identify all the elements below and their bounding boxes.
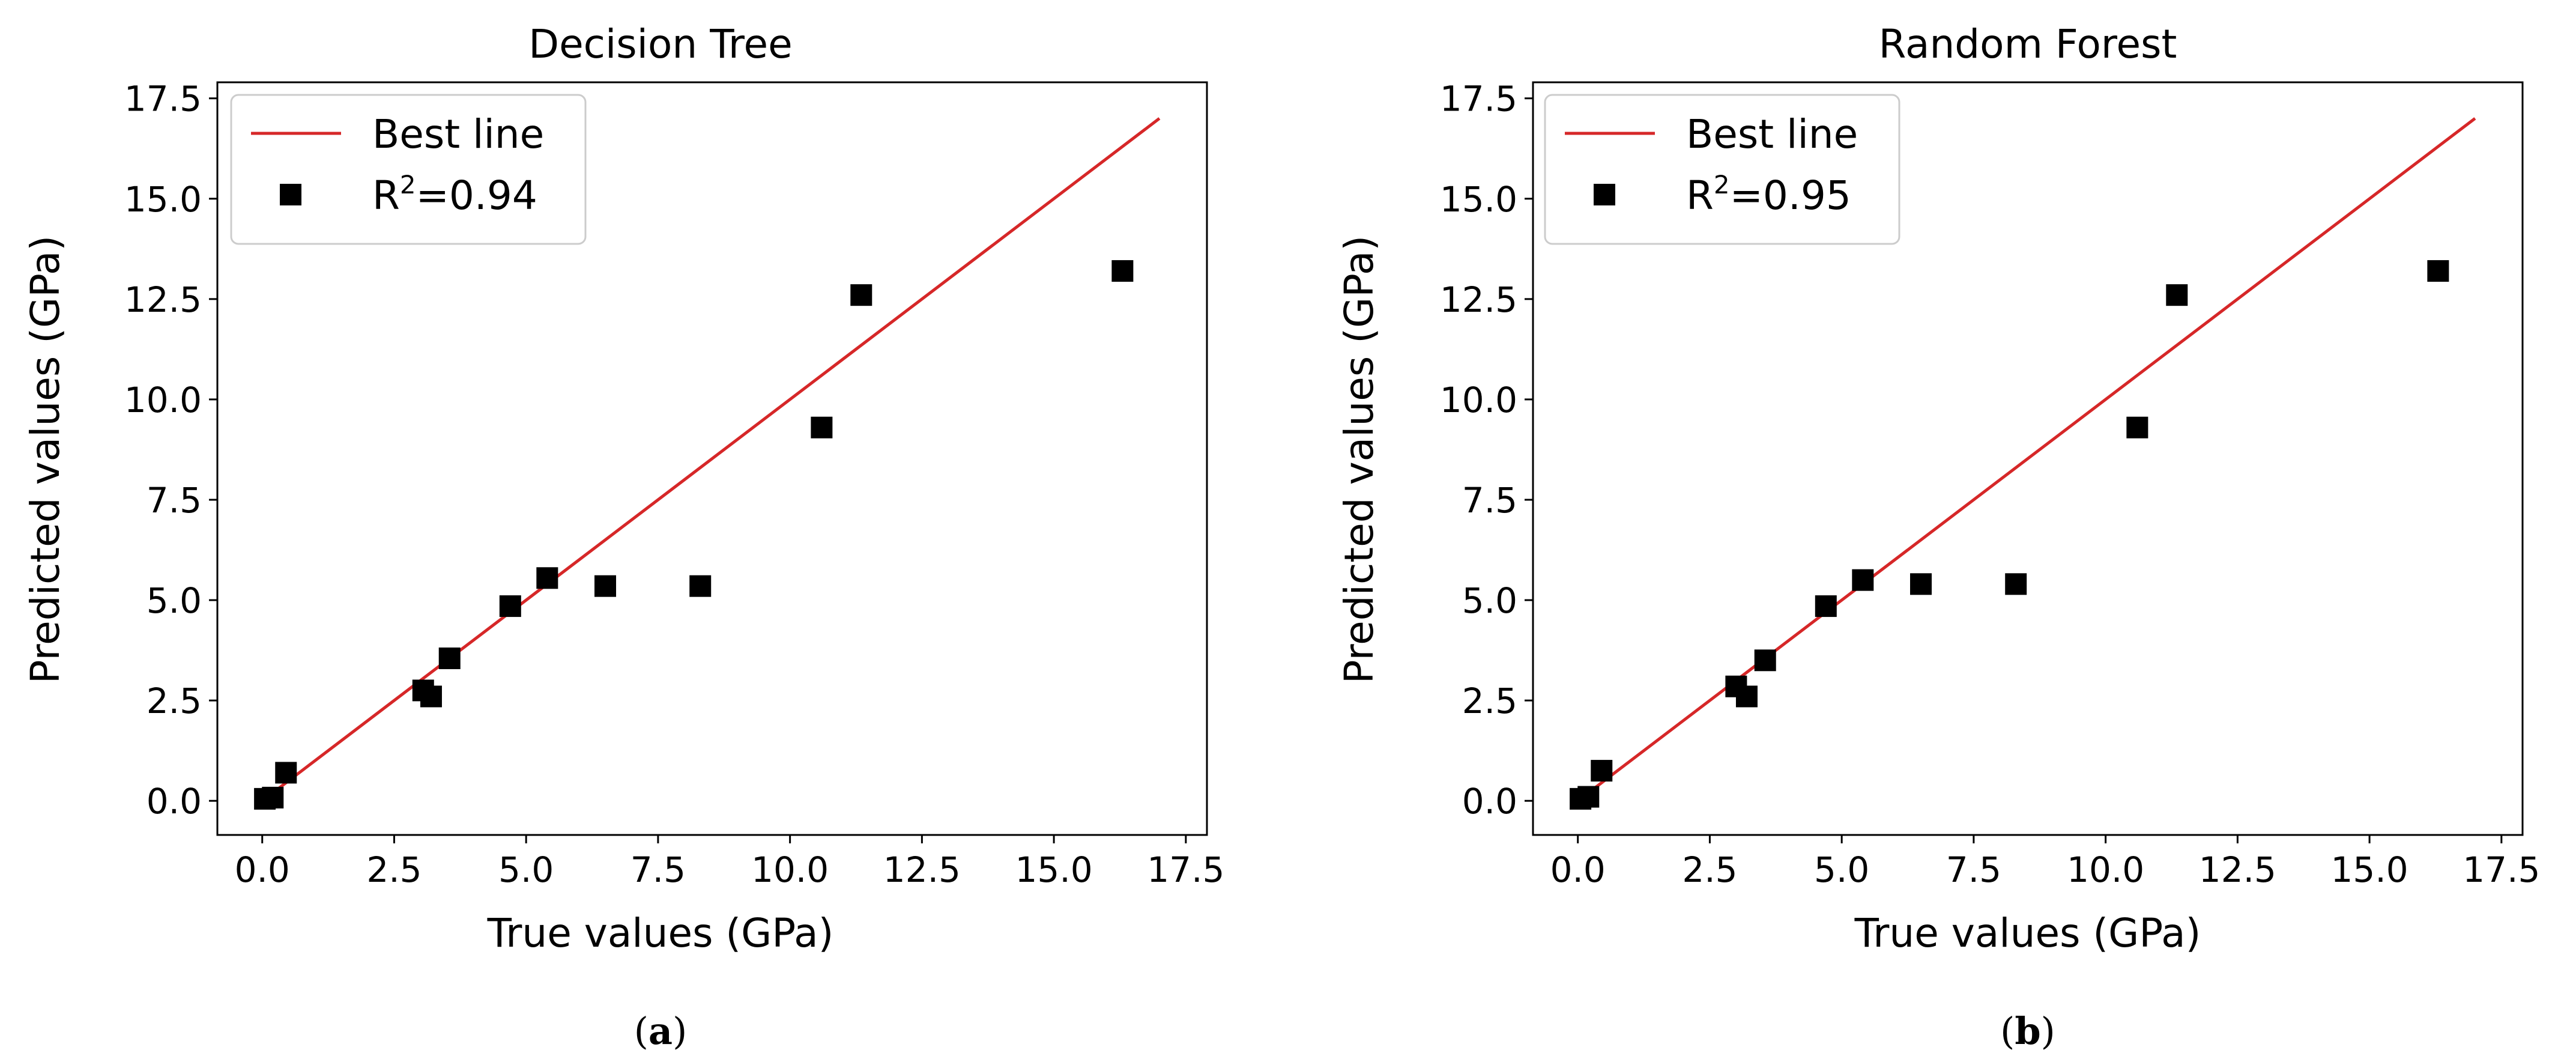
x-ticks: 0.0 2.5 5.0 7.5 10.0 12.5 15.0 17.5 [1550,835,2540,890]
x-tick-label: 12.5 [883,849,961,890]
data-point [1910,573,1932,595]
y-tick-label: 2.5 [1462,681,1517,721]
y-tick-label: 5.0 [1462,580,1517,621]
legend-marker-swatch [1594,184,1615,205]
data-point [2166,284,2188,306]
x-tick-label: 7.5 [1946,849,2001,890]
legend-label-r2: R2=0.94 [372,170,537,219]
x-tick-label: 0.0 [235,849,290,890]
data-point [536,567,558,589]
data-point [1852,569,1874,591]
x-tick-label: 10.0 [751,849,829,890]
x-tick-label: 17.5 [2463,849,2540,890]
y-tick-label: 0.0 [147,781,202,822]
best-line-layer [261,117,1161,803]
y-axis-label: Predicted values (GPa) [1336,235,1382,684]
y-tick-label: 10.0 [1440,380,1517,420]
x-tick-label: 12.5 [2199,849,2276,890]
x-tick-label: 10.0 [2067,849,2144,890]
y-tick-label: 2.5 [147,681,202,721]
data-point [850,284,872,306]
panel-label: (a) [634,1009,688,1053]
y-ticks: 0.0 2.5 5.0 7.5 10.0 12.5 15.0 17.5 [124,79,217,822]
legend-label-r2: R2=0.95 [1686,170,1851,219]
best-line [261,117,1161,803]
data-point [499,595,521,617]
y-ticks: 0.0 2.5 5.0 7.5 10.0 12.5 15.0 17.5 [1440,79,1533,822]
panel-label: (b) [2000,1009,2055,1053]
panel-random-forest: Random Forest 0.0 2.5 5.0 7.5 10.0 12.5 15.0 17… [1336,21,2540,1053]
x-tick-label: 5.0 [1814,849,1869,890]
chart-title: Random Forest [1879,21,2177,67]
data-point [1111,260,1134,282]
x-tick-label: 17.5 [1147,849,1224,890]
data-point [594,575,617,597]
y-tick-label: 12.5 [1440,279,1517,320]
x-tick-label: 5.0 [498,849,554,890]
x-tick-label: 7.5 [630,849,686,890]
legend: Best line R2=0.94 [230,94,587,245]
data-point [1754,649,1776,672]
data-points [1570,260,2449,810]
legend-label-best-line: Best line [1686,111,1858,157]
plot-frame [216,81,1208,836]
y-tick-label: 17.5 [1440,79,1517,120]
data-point [1591,760,1613,782]
x-tick-label: 2.5 [366,849,422,890]
data-point [1577,786,1600,808]
y-tick-label: 0.0 [1462,781,1517,822]
y-tick-label: 7.5 [1462,480,1517,521]
data-point [262,786,284,809]
data-point [2427,260,2449,282]
y-axis-label: Predicted values (GPa) [22,235,68,684]
x-tick-label: 2.5 [1682,849,1737,890]
legend: Best line R2=0.95 [1544,94,1900,245]
x-axis-label: True values (GPa) [1854,910,2201,956]
y-tick-label: 17.5 [124,79,202,120]
data-point [689,575,712,597]
data-point [1735,685,1758,708]
data-point [2126,416,2148,438]
data-point [811,416,833,438]
data-point [2005,573,2027,595]
y-tick-label: 5.0 [147,580,202,621]
x-tick-label: 0.0 [1550,849,1606,890]
y-tick-label: 15.0 [1440,179,1517,220]
legend-label-best-line: Best line [372,111,544,157]
plot-frame [1532,81,2524,836]
x-axis-label: True values (GPa) [487,910,834,956]
y-tick-label: 10.0 [124,380,202,420]
panel-decision-tree: Decision Tree 0.0 2.5 5.0 7.5 10.0 12.5 15.0 17… [22,21,1224,1053]
chart-title: Decision Tree [528,21,792,67]
data-points [254,260,1134,810]
y-tick-label: 7.5 [147,480,202,521]
data-point [420,685,442,708]
x-tick-label: 15.0 [1015,849,1093,890]
y-tick-label: 15.0 [124,179,202,220]
data-point [275,762,297,784]
data-point [438,647,461,669]
y-tick-label: 12.5 [124,279,202,320]
x-ticks: 0.0 2.5 5.0 7.5 10.0 12.5 15.0 17.5 [235,835,1224,890]
data-point [1815,595,1837,617]
legend-marker-swatch [280,184,301,205]
x-tick-label: 15.0 [2331,849,2408,890]
